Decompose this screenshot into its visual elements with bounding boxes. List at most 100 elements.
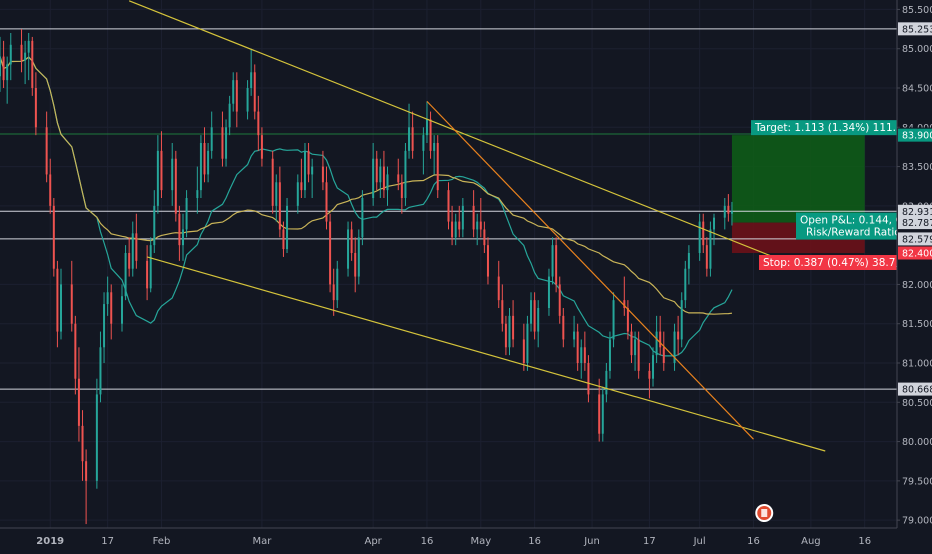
open-pl-box <box>796 212 897 240</box>
candle-body <box>630 331 633 356</box>
candle-body <box>673 331 676 363</box>
candle-body <box>49 174 52 206</box>
target-label: Target: 1.113 (1.34%) 111.3, Am <box>754 122 927 134</box>
price-label-box <box>898 232 932 246</box>
candle-body <box>504 323 507 348</box>
time-tick-label: 16 <box>858 536 871 547</box>
stop-label: Stop: 0.387 (0.47%) 38.7, Am <box>763 257 920 269</box>
price-axis[interactable]: 85.50085.00084.50084.00083.50083.00082.0… <box>896 0 932 550</box>
time-tick-label: Apr <box>364 536 382 547</box>
candle-body <box>397 174 400 183</box>
candle-body <box>361 198 364 238</box>
price-tick-label: 80.500 <box>902 398 932 409</box>
trendlines[interactable] <box>128 0 826 452</box>
candle-body <box>508 315 511 348</box>
candle-body <box>296 182 299 206</box>
candle-body <box>583 347 586 363</box>
time-axis[interactable]: 2019 17 Feb Mar Apr 16 May 16 Jun 17 Jul 16 Aug 16 <box>0 527 897 550</box>
candle-body <box>454 221 457 238</box>
candle-body <box>178 213 181 246</box>
candle-body <box>612 300 615 340</box>
candle-body <box>386 174 389 191</box>
price-label-box <box>898 22 932 36</box>
candle-body <box>400 182 403 198</box>
candle-body <box>547 276 550 308</box>
candle-body <box>537 308 540 332</box>
candle-body <box>512 315 515 340</box>
candle-body <box>404 150 407 198</box>
price-label-box <box>898 204 932 218</box>
open-pl-label: Open P&L: 0.144, Qty: <box>800 215 917 227</box>
candle-body <box>203 143 206 175</box>
price-label: 82.787 <box>902 218 932 229</box>
price-tick-label: 79.500 <box>902 476 932 487</box>
candle-body <box>246 88 249 112</box>
candle-body <box>677 331 680 340</box>
candle-body <box>120 296 123 324</box>
candle-body <box>321 166 324 183</box>
candle-body <box>27 40 30 53</box>
price-tick-label: 82.000 <box>902 280 932 291</box>
time-tick-label: 16 <box>747 536 760 547</box>
candle-body <box>81 425 84 462</box>
candle-body <box>34 88 37 128</box>
price-tick-label: 83.500 <box>902 162 932 173</box>
candle-body <box>332 284 335 301</box>
candle-body <box>85 461 88 481</box>
candle-body <box>425 119 428 136</box>
candle-body <box>555 245 558 285</box>
candle-body <box>181 229 184 246</box>
candle-body <box>382 166 385 191</box>
time-tick-label: 17 <box>101 536 114 547</box>
candle-body <box>210 127 213 151</box>
candle-body <box>637 339 640 371</box>
candle-body <box>347 229 350 269</box>
candle-body <box>106 292 109 305</box>
candle-body <box>634 339 637 356</box>
candle-body <box>31 40 34 88</box>
price-label: 82.931 <box>902 207 932 218</box>
candle-body <box>9 44 12 65</box>
event-marker[interactable] <box>755 504 774 522</box>
orange-line-trendline <box>426 100 754 440</box>
candle-body <box>171 158 174 191</box>
time-tick-label: 2019 <box>36 536 64 547</box>
candle-body <box>530 300 533 324</box>
candle-body <box>95 394 98 481</box>
candle-body <box>228 103 231 128</box>
candle-body <box>303 150 306 191</box>
time-tick-label: Jun <box>583 536 600 547</box>
candle-body <box>713 217 716 230</box>
price-label: 82.579 <box>902 234 932 245</box>
candle-body <box>153 205 156 246</box>
candle-body <box>282 229 285 250</box>
candle-body <box>680 300 683 340</box>
event-marker-glyph <box>761 509 768 517</box>
candle-body <box>411 127 414 151</box>
candle-body <box>103 304 106 348</box>
candle-body <box>648 370 651 379</box>
time-axis-background <box>0 528 897 550</box>
price-tick-label: 81.000 <box>902 359 932 370</box>
candle-body <box>573 331 576 340</box>
candle-body <box>702 221 705 246</box>
candle-body <box>687 253 690 269</box>
candle-body <box>652 355 655 379</box>
candle-body <box>655 331 658 356</box>
price-tick-label: 85.500 <box>902 5 932 16</box>
candle-body <box>662 347 665 363</box>
candle-body <box>311 166 314 175</box>
candle-body <box>124 253 127 297</box>
time-tick-label: 16 <box>421 536 434 547</box>
time-tick-label: Aug <box>801 536 821 547</box>
candle-body <box>56 268 59 332</box>
candle-body <box>99 347 102 395</box>
candle-body <box>705 245 708 269</box>
candle-body <box>253 72 256 112</box>
candle-body <box>350 229 353 253</box>
candle-body <box>185 198 188 230</box>
price-tick-label: 80.000 <box>902 437 932 448</box>
